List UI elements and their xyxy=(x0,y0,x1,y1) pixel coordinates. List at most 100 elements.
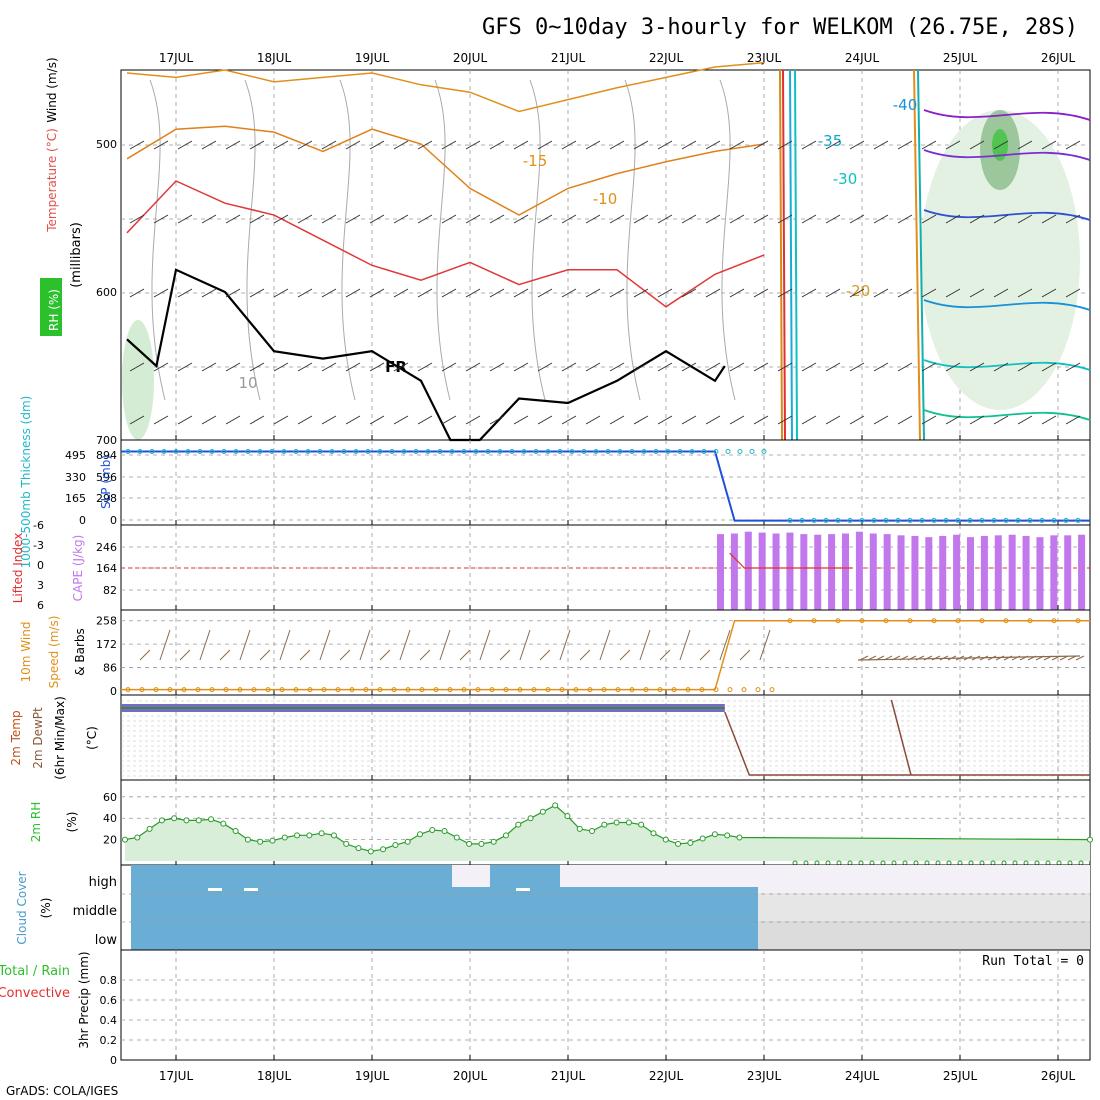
wind-speed-marker xyxy=(657,687,663,693)
wind-barb xyxy=(297,140,313,150)
thickness-marker xyxy=(161,448,167,454)
rh-marker xyxy=(613,819,620,826)
axis-label: (°C) xyxy=(85,726,99,750)
thickness-marker xyxy=(749,448,755,454)
wind-barb xyxy=(681,288,697,298)
cape-bar xyxy=(842,533,849,610)
wind-barb xyxy=(729,140,745,150)
axis-label: 500 xyxy=(96,138,117,151)
thickness-marker xyxy=(581,448,587,454)
thickness-marker xyxy=(883,517,889,523)
wind-barb xyxy=(345,415,361,425)
wind-barb xyxy=(479,629,491,661)
thickness-marker xyxy=(281,448,287,454)
thickness-marker xyxy=(353,448,359,454)
cloud-gap xyxy=(560,865,760,887)
wind-barb xyxy=(801,415,817,425)
wind-speed-marker xyxy=(349,687,355,693)
wind-barb xyxy=(441,214,457,224)
wind-barb xyxy=(249,288,265,298)
cape-bar xyxy=(967,537,974,610)
wind-barb xyxy=(417,288,433,298)
wind-barb xyxy=(321,415,337,425)
wind-barb xyxy=(417,140,433,150)
thickness-marker xyxy=(173,448,179,454)
wind-barb xyxy=(969,288,985,298)
isotherm-line xyxy=(923,209,1091,221)
rh-marker xyxy=(650,830,657,837)
cloud-gap xyxy=(244,888,258,891)
thickness-marker xyxy=(317,448,323,454)
axis-label: Speed (m/s) xyxy=(47,616,61,689)
axis-label: 495 xyxy=(65,449,86,462)
thickness-marker xyxy=(449,448,455,454)
rh-marker xyxy=(1056,860,1062,866)
wind-barb xyxy=(825,362,841,372)
rh-contour xyxy=(529,79,546,401)
wind-barb xyxy=(1075,655,1085,661)
wind-speed-marker xyxy=(629,687,635,693)
thickness-marker xyxy=(233,448,239,454)
rh-marker xyxy=(355,845,362,852)
wind-speed-marker xyxy=(615,687,621,693)
wind-speed-marker xyxy=(671,687,677,693)
rh-marker xyxy=(699,835,706,842)
wind-barb xyxy=(1017,214,1033,224)
wind-barb xyxy=(849,362,865,372)
wind-barb xyxy=(993,214,1009,224)
wind-barb xyxy=(777,415,793,425)
wind-barb xyxy=(129,288,145,298)
wind-barb xyxy=(279,629,291,661)
thickness-marker xyxy=(895,517,901,523)
wind-barb xyxy=(657,288,673,298)
wind-barb xyxy=(873,288,889,298)
wind-barb xyxy=(129,140,145,150)
wind-barb xyxy=(201,362,217,372)
steep-isotherm xyxy=(782,69,786,441)
wind-speed-marker xyxy=(125,687,131,693)
isotherm-line xyxy=(923,409,1091,421)
rh-marker xyxy=(429,826,436,833)
isotherm-line xyxy=(923,109,1091,121)
wind-barb xyxy=(753,415,769,425)
wind-barb xyxy=(993,362,1009,372)
rh-marker xyxy=(1067,860,1073,866)
wind-barb xyxy=(681,415,697,425)
thickness-marker xyxy=(341,448,347,454)
wind-barb xyxy=(897,214,913,224)
thickness-marker xyxy=(497,448,503,454)
bottom-date-label: 18JUL xyxy=(257,1069,292,1083)
wind-barb xyxy=(585,288,601,298)
wind-barb xyxy=(559,629,571,661)
axis-label: RH (%) xyxy=(47,289,61,331)
wind-speed-marker xyxy=(363,687,369,693)
wind-barb xyxy=(777,362,793,372)
bottom-date-label: 25JUL xyxy=(943,1069,978,1083)
cape-bar xyxy=(869,533,877,610)
precip-legend-total: Total / Rain xyxy=(0,964,70,979)
steep-isotherm xyxy=(917,69,925,441)
wind-barb xyxy=(825,140,841,150)
wind-speed-marker xyxy=(531,687,537,693)
cape-bar xyxy=(980,535,988,610)
axis-label: Wind (m/s) xyxy=(45,57,59,122)
slp-line xyxy=(121,450,1090,522)
wind-speed-marker xyxy=(601,687,607,693)
axis-label: 82 xyxy=(103,584,117,597)
wind-barb xyxy=(897,140,913,150)
wind-barb xyxy=(339,649,351,661)
wind-barb xyxy=(159,629,171,661)
bottom-date-label: 17JUL xyxy=(159,1069,194,1083)
top-date-label: 20JUL xyxy=(453,51,488,65)
wind-barb xyxy=(439,629,451,661)
rh-legend-swatch xyxy=(40,278,62,336)
wind-barb xyxy=(273,140,289,150)
thickness-marker xyxy=(943,517,949,523)
wind-speed-line xyxy=(121,619,1090,691)
steep-isotherm xyxy=(913,69,921,441)
rh-marker xyxy=(158,817,165,824)
wind-barb xyxy=(321,214,337,224)
isotherm-line xyxy=(126,268,726,442)
wind-barb xyxy=(633,362,649,372)
rh-marker xyxy=(814,860,820,866)
